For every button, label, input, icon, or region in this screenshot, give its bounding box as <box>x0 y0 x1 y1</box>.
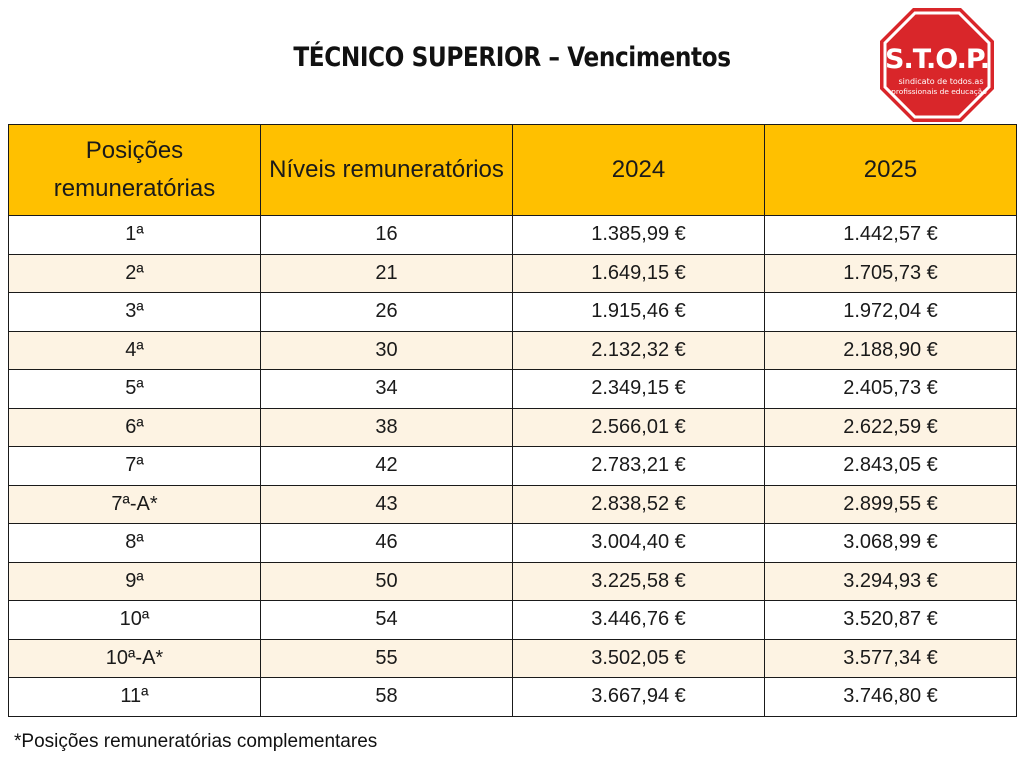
posicao-cell: 2ª <box>8 253 261 293</box>
header-2024: 2024 <box>512 124 765 216</box>
salary-2025-cell: 3.520,87 € <box>764 600 1017 640</box>
logo-subtext-2: profissionais de educação <box>891 87 987 96</box>
salary-2025-cell: 3.746,80 € <box>764 677 1017 717</box>
salary-2024-cell: 2.566,01 € <box>512 407 765 447</box>
logo-subtext-1: sindicato de todos.as <box>899 77 984 86</box>
salary-2024-cell: 2.349,15 € <box>512 369 765 409</box>
posicao-cell: 4ª <box>8 330 261 370</box>
table-row: 7ª 42 2.783,21 €2.843,05 € <box>8 446 1017 486</box>
table-row: 3ª 26 1.915,46 €1.972,04 € <box>8 292 1017 332</box>
posicao-cell: 7ª <box>8 446 261 486</box>
salary-2024-cell: 3.502,05 € <box>512 638 765 678</box>
nivel-cell: 38 <box>260 407 513 447</box>
header-2025: 2025 <box>764 124 1017 216</box>
salary-2025-cell: 2.843,05 € <box>764 446 1017 486</box>
table-row: 2ª 21 1.649,15 €1.705,73 € <box>8 253 1017 293</box>
table-row: 11ª 58 3.667,94 €3.746,80 € <box>8 677 1017 717</box>
nivel-cell: 43 <box>260 484 513 524</box>
table-row: 10ª-A* 55 3.502,05 €3.577,34 € <box>8 638 1017 678</box>
table-row: 5ª 34 2.349,15 €2.405,73 € <box>8 369 1017 409</box>
nivel-cell: 42 <box>260 446 513 486</box>
header-posicoes: Posições remuneratórias <box>8 124 261 216</box>
posicao-cell: 9ª <box>8 561 261 601</box>
posicao-cell: 10ª <box>8 600 261 640</box>
salary-2025-cell: 3.577,34 € <box>764 638 1017 678</box>
table-row: 10ª 54 3.446,76 €3.520,87 € <box>8 600 1017 640</box>
table-row: 9ª 50 3.225,58 €3.294,93 € <box>8 561 1017 601</box>
salary-2025-cell: 2.899,55 € <box>764 484 1017 524</box>
salary-2025-cell: 1.972,04 € <box>764 292 1017 332</box>
salary-2024-cell: 2.838,52 € <box>512 484 765 524</box>
salary-2024-cell: 3.004,40 € <box>512 523 765 563</box>
nivel-cell: 54 <box>260 600 513 640</box>
salary-table: Posições remuneratórias Níveis remunerat… <box>8 124 1017 717</box>
stop-sign-outer <box>880 8 994 122</box>
nivel-cell: 26 <box>260 292 513 332</box>
posicao-cell: 5ª <box>8 369 261 409</box>
table-row: 1ª 16 1.385,99 €1.442,57 € <box>8 215 1017 255</box>
page-title: TÉCNICO SUPERIOR – Vencimentos <box>293 42 731 73</box>
posicao-cell: 3ª <box>8 292 261 332</box>
salary-2024-cell: 2.132,32 € <box>512 330 765 370</box>
salary-2025-cell: 2.405,73 € <box>764 369 1017 409</box>
salary-2025-cell: 3.294,93 € <box>764 561 1017 601</box>
table-row: 4ª 30 2.132,32 €2.188,90 € <box>8 330 1017 370</box>
salary-2024-cell: 1.649,15 € <box>512 253 765 293</box>
posicao-cell: 10ª-A* <box>8 638 261 678</box>
table-header-row: Posições remuneratórias Níveis remunerat… <box>8 124 1017 216</box>
header-niveis: Níveis remuneratórios <box>260 124 513 216</box>
footnote: *Posições remuneratórias complementares <box>14 731 378 752</box>
salary-2024-cell: 3.446,76 € <box>512 600 765 640</box>
posicao-cell: 11ª <box>8 677 261 717</box>
salary-2024-cell: 3.225,58 € <box>512 561 765 601</box>
stop-union-logo: S.T.O.P. sindicato de todos.as profissio… <box>880 8 994 122</box>
salary-2025-cell: 3.068,99 € <box>764 523 1017 563</box>
posicao-cell: 6ª <box>8 407 261 447</box>
nivel-cell: 21 <box>260 253 513 293</box>
salary-2024-cell: 1.915,46 € <box>512 292 765 332</box>
table-row: 6ª 38 2.566,01 €2.622,59 € <box>8 407 1017 447</box>
salary-2025-cell: 1.705,73 € <box>764 253 1017 293</box>
nivel-cell: 46 <box>260 523 513 563</box>
table-row: 8ª 46 3.004,40 €3.068,99 € <box>8 523 1017 563</box>
posicao-cell: 1ª <box>8 215 261 255</box>
salary-2024-cell: 3.667,94 € <box>512 677 765 717</box>
salary-2025-cell: 2.188,90 € <box>764 330 1017 370</box>
nivel-cell: 50 <box>260 561 513 601</box>
nivel-cell: 34 <box>260 369 513 409</box>
nivel-cell: 58 <box>260 677 513 717</box>
logo-main-text: S.T.O.P. <box>885 44 989 75</box>
nivel-cell: 16 <box>260 215 513 255</box>
salary-2025-cell: 1.442,57 € <box>764 215 1017 255</box>
salary-2024-cell: 2.783,21 € <box>512 446 765 486</box>
posicao-cell: 8ª <box>8 523 261 563</box>
table-row: 7ª-A* 43 2.838,52 €2.899,55 € <box>8 484 1017 524</box>
salary-2024-cell: 1.385,99 € <box>512 215 765 255</box>
nivel-cell: 30 <box>260 330 513 370</box>
nivel-cell: 55 <box>260 638 513 678</box>
stop-sign-ring <box>883 11 991 119</box>
posicao-cell: 7ª-A* <box>8 484 261 524</box>
salary-2025-cell: 2.622,59 € <box>764 407 1017 447</box>
